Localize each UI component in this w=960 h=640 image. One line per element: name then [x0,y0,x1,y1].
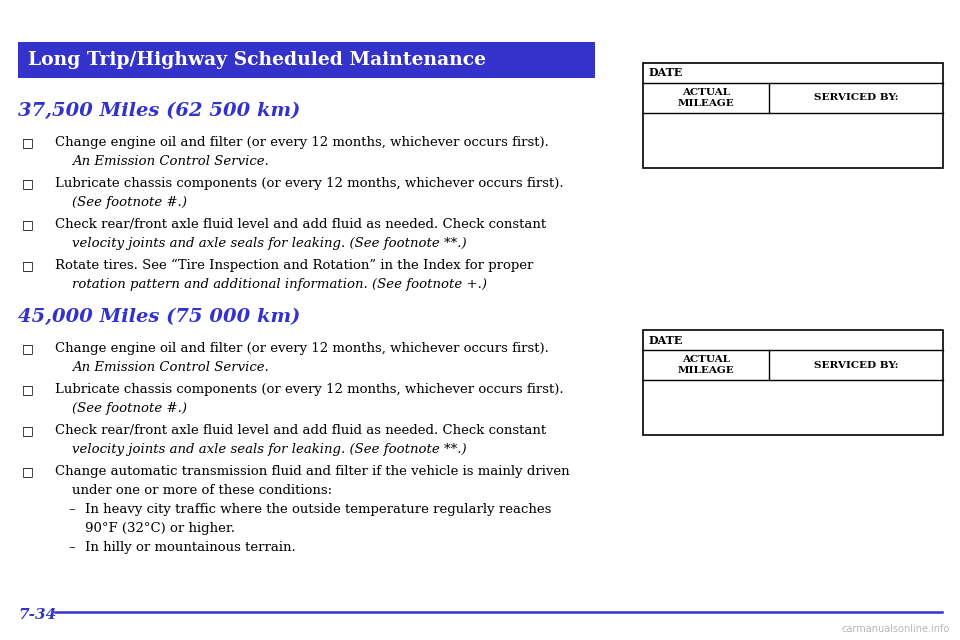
Text: In hilly or mountainous terrain.: In hilly or mountainous terrain. [85,541,296,554]
Text: Lubricate chassis components (or every 12 months, whichever occurs first).: Lubricate chassis components (or every 1… [55,383,564,396]
Text: DATE: DATE [649,67,684,79]
Text: □: □ [22,424,34,437]
Text: An Emission Control Service.: An Emission Control Service. [72,155,269,168]
Text: 90°F (32°C) or higher.: 90°F (32°C) or higher. [85,522,235,535]
Text: Check rear/front axle fluid level and add fluid as needed. Check constant: Check rear/front axle fluid level and ad… [55,218,546,231]
Bar [643,330,943,435]
Text: velocity joints and axle seals for leaking. (See footnote **.): velocity joints and axle seals for leaki… [72,443,467,456]
Text: rotation pattern and additional information. (See footnote +.): rotation pattern and additional informat… [72,278,487,291]
Text: DATE: DATE [649,335,684,346]
Text: □: □ [22,259,34,272]
Text: □: □ [22,383,34,396]
Text: Change engine oil and filter (or every 12 months, whichever occurs first).: Change engine oil and filter (or every 1… [55,136,549,149]
Text: under one or more of these conditions:: under one or more of these conditions: [72,484,332,497]
Bar [643,63,943,168]
Text: An Emission Control Service.: An Emission Control Service. [72,361,269,374]
Text: carmanualsonline.info: carmanualsonline.info [842,624,950,634]
Text: □: □ [22,218,34,231]
Text: ACTUAL
MILEAGE: ACTUAL MILEAGE [678,355,734,374]
Text: Change automatic transmission fluid and filter if the vehicle is mainly driven: Change automatic transmission fluid and … [55,465,569,478]
Text: SERVICED BY:: SERVICED BY: [814,93,899,102]
Text: 45,000 Miles (75 000 km): 45,000 Miles (75 000 km) [18,308,300,326]
Text: □: □ [22,177,34,190]
Text: (See footnote #.): (See footnote #.) [72,196,187,209]
Text: □: □ [22,465,34,478]
Text: □: □ [22,342,34,355]
Text: Long Trip/Highway Scheduled Maintenance: Long Trip/Highway Scheduled Maintenance [28,51,486,69]
Text: 37,500 Miles (62 500 km): 37,500 Miles (62 500 km) [18,102,300,120]
Text: SERVICED BY:: SERVICED BY: [814,360,899,369]
Text: In heavy city traffic where the outside temperature regularly reaches: In heavy city traffic where the outside … [85,503,551,516]
Text: (See footnote #.): (See footnote #.) [72,402,187,415]
Text: 7-34: 7-34 [18,608,57,622]
Text: –: – [68,541,75,554]
Text: velocity joints and axle seals for leaking. (See footnote **.): velocity joints and axle seals for leaki… [72,237,467,250]
Text: –: – [68,503,75,516]
Text: Rotate tires. See “Tire Inspection and Rotation” in the Index for proper: Rotate tires. See “Tire Inspection and R… [55,259,534,272]
Text: Lubricate chassis components (or every 12 months, whichever occurs first).: Lubricate chassis components (or every 1… [55,177,564,190]
Bar [18,42,595,78]
Text: □: □ [22,136,34,149]
Text: Check rear/front axle fluid level and add fluid as needed. Check constant: Check rear/front axle fluid level and ad… [55,424,546,437]
Text: Change engine oil and filter (or every 12 months, whichever occurs first).: Change engine oil and filter (or every 1… [55,342,549,355]
Text: ACTUAL
MILEAGE: ACTUAL MILEAGE [678,88,734,108]
